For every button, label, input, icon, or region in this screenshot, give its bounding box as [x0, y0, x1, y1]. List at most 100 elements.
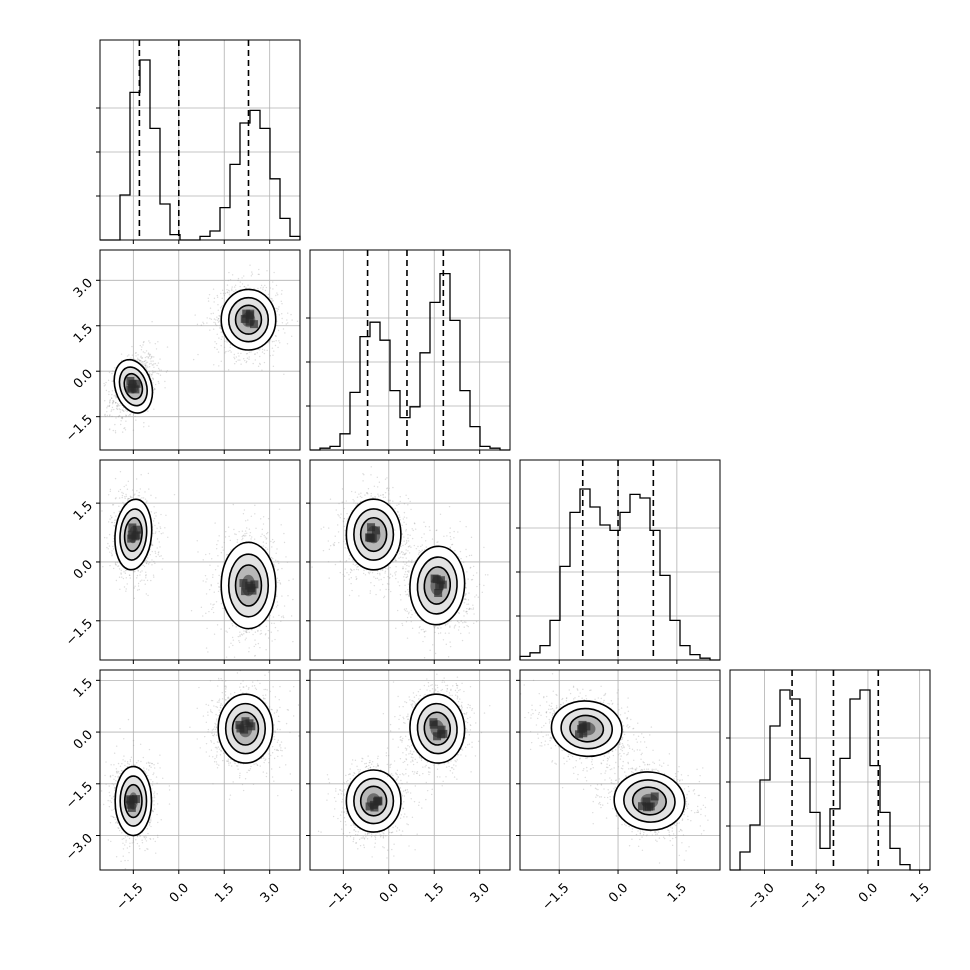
- scatter-point: [133, 587, 135, 589]
- scatter-point: [283, 605, 286, 607]
- scatter-point: [245, 353, 248, 355]
- scatter-point: [248, 647, 250, 649]
- scatter-point: [156, 364, 158, 367]
- scatter-point: [266, 532, 268, 535]
- scatter-point: [109, 399, 111, 401]
- scatter-point: [329, 498, 332, 500]
- scatter-point: [254, 359, 257, 361]
- scatter-point: [153, 356, 155, 358]
- scatter-point: [378, 481, 381, 483]
- scatter-point: [418, 632, 420, 634]
- scatter-point: [220, 344, 222, 347]
- scatter-point: [111, 390, 114, 392]
- scatter-point: [112, 545, 114, 548]
- scatter-point: [467, 578, 469, 580]
- scatter-point: [109, 400, 111, 402]
- scatter-point: [276, 604, 279, 606]
- scatter-point: [152, 389, 155, 391]
- scatter-point: [265, 648, 267, 651]
- scatter-point: [322, 549, 325, 552]
- scatter-point: [259, 633, 262, 635]
- scatter-point: [213, 364, 215, 366]
- scatter-point: [209, 329, 211, 331]
- scatter-point: [155, 348, 158, 350]
- scatter-point: [124, 569, 127, 572]
- scatter-point: [213, 591, 215, 593]
- scatter-point: [346, 572, 348, 574]
- scatter-point: [118, 414, 121, 417]
- scatter-point: [87, 402, 88, 403]
- scatter-point: [226, 291, 229, 293]
- scatter-point: [339, 560, 342, 563]
- scatter-point: [221, 297, 223, 300]
- scatter-point: [463, 621, 466, 623]
- scatter-point: [265, 546, 267, 549]
- scatter-point: [113, 512, 115, 514]
- scatter-point: [149, 554, 152, 556]
- scatter-point: [111, 415, 113, 418]
- scatter-point: [233, 356, 235, 358]
- scatter-point: [261, 369, 263, 371]
- scatter-point: [246, 357, 249, 359]
- scatter-point: [144, 363, 146, 365]
- scatter-point: [142, 344, 144, 346]
- scatter-point: [406, 570, 409, 573]
- density-bin: [127, 534, 136, 543]
- scatter-point: [410, 508, 412, 511]
- panel-2-0: [99, 459, 301, 661]
- scatter-point: [386, 487, 389, 489]
- density-bin: [366, 534, 375, 543]
- scatter-point: [372, 497, 374, 499]
- scatter-point: [361, 496, 363, 499]
- scatter-point: [367, 488, 370, 490]
- scatter-point: [369, 592, 371, 594]
- scatter-point: [336, 524, 339, 526]
- scatter-point: [366, 491, 368, 494]
- scatter-point: [200, 324, 203, 326]
- scatter-point: [148, 353, 151, 356]
- scatter-point: [196, 323, 199, 326]
- scatter-point: [440, 627, 442, 629]
- scatter-point: [287, 312, 289, 314]
- scatter-point: [155, 511, 157, 514]
- scatter-point: [218, 586, 220, 588]
- scatter-point: [404, 609, 407, 612]
- scatter-point: [357, 569, 360, 571]
- scatter-point: [342, 520, 345, 522]
- scatter-point: [202, 580, 204, 582]
- scatter-point: [135, 352, 137, 354]
- scatter-point: [473, 565, 475, 568]
- scatter-point: [389, 503, 391, 505]
- scatter-point: [407, 504, 409, 506]
- scatter-point: [274, 344, 277, 347]
- scatter-point: [210, 318, 213, 320]
- scatter-point: [137, 585, 140, 587]
- scatter-point: [229, 344, 232, 346]
- scatter-point: [276, 307, 278, 310]
- scatter-point: [238, 641, 241, 644]
- scatter-point: [117, 416, 120, 418]
- scatter-point: [389, 573, 392, 575]
- scatter-point: [241, 539, 243, 541]
- scatter-point: [212, 288, 215, 290]
- scatter-point: [151, 370, 154, 372]
- scatter-point: [276, 569, 279, 571]
- scatter-point: [449, 535, 452, 538]
- scatter-point: [214, 322, 217, 324]
- scatter-point: [227, 289, 230, 292]
- scatter-point: [229, 346, 231, 349]
- scatter-point: [134, 493, 136, 495]
- scatter-point: [263, 349, 266, 351]
- scatter-point: [155, 515, 157, 517]
- scatter-point: [252, 633, 254, 636]
- scatter-point: [206, 317, 208, 319]
- scatter-point: [153, 512, 156, 514]
- scatter-point: [238, 355, 240, 357]
- scatter-point: [268, 620, 270, 622]
- scatter-point: [138, 495, 141, 497]
- scatter-point: [143, 565, 146, 568]
- scatter-point: [392, 500, 394, 502]
- scatter-point: [143, 341, 145, 343]
- scatter-point: [224, 352, 226, 354]
- panel-content: [101, 471, 294, 660]
